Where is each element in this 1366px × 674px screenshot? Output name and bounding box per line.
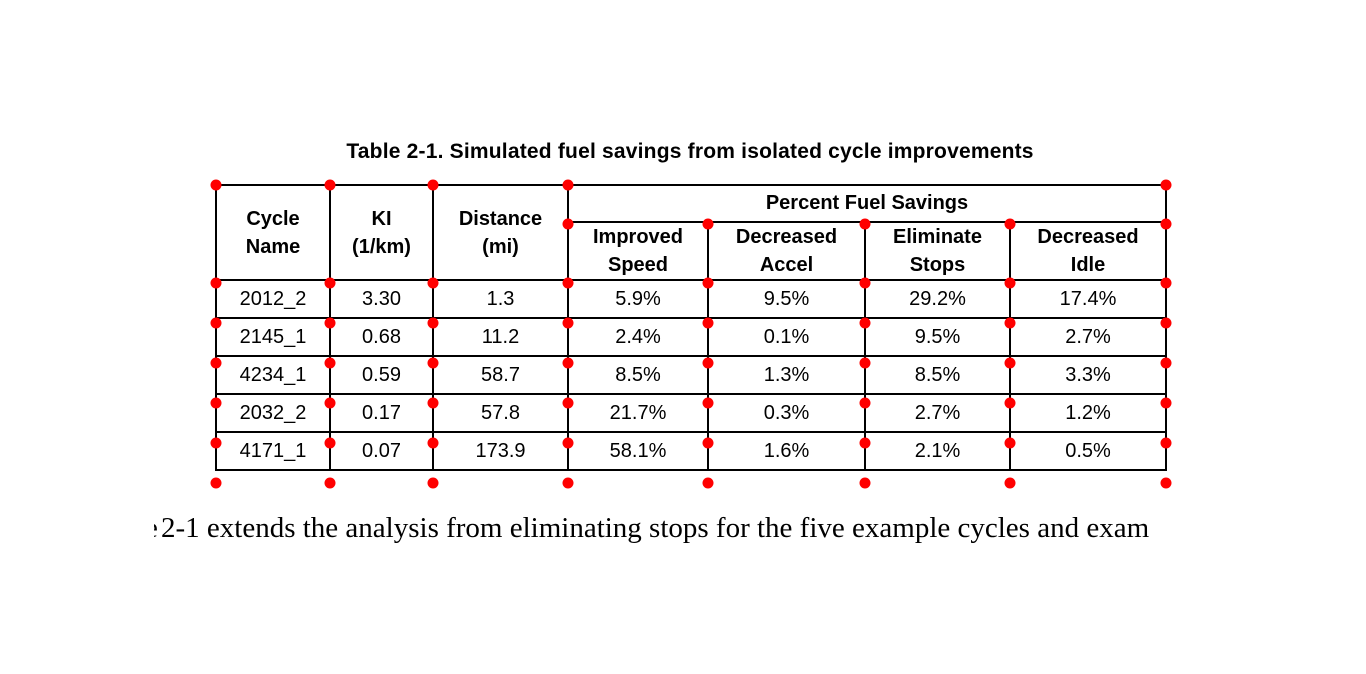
data-cell: 1.2%	[1009, 393, 1167, 433]
table-row: 4171_1 0.07 173.9 58.1% 1.6% 2.1% 0.5%	[215, 431, 1167, 471]
table-header-row-top: Cycle Name KI (1/km) Distance (mi) Perce…	[215, 184, 1167, 281]
data-cell: 5.9%	[567, 279, 709, 319]
table-corner-dot	[702, 477, 714, 489]
data-cell: 0.1%	[707, 317, 866, 357]
table-corner-dot	[210, 477, 222, 489]
data-cell: 2032_2	[215, 393, 331, 433]
data-cell: 2.4%	[567, 317, 709, 357]
data-cell: 58.1%	[567, 431, 709, 471]
table-row: 2032_2 0.17 57.8 21.7% 0.3% 2.7% 1.2%	[215, 393, 1167, 433]
header-cell-decreased-idle: Decreased Idle	[1009, 221, 1167, 281]
header-cell-distance: Distance (mi)	[432, 184, 569, 281]
data-cell: 2012_2	[215, 279, 331, 319]
fuel-savings-table: Cycle Name KI (1/km) Distance (mi) Perce…	[215, 184, 1167, 471]
data-cell: 9.5%	[707, 279, 866, 319]
header-cell-decreased-accel: Decreased Accel	[707, 221, 866, 281]
data-cell: 8.5%	[864, 355, 1011, 395]
data-cell: 2145_1	[215, 317, 331, 357]
table-row: 4234_1 0.59 58.7 8.5% 1.3% 8.5% 3.3%	[215, 355, 1167, 395]
body-text-content: 2-1 extends the analysis from eliminatin…	[161, 512, 1150, 544]
data-cell: 1.3%	[707, 355, 866, 395]
data-cell: 11.2	[432, 317, 569, 357]
table-corner-dot	[427, 477, 439, 489]
table-header-row-sub: Improved Speed Decreased Accel Eliminate…	[216, 221, 1167, 281]
data-cell: 8.5%	[567, 355, 709, 395]
data-cell: 2.7%	[864, 393, 1011, 433]
data-cell: 17.4%	[1009, 279, 1167, 319]
data-cell: 57.8	[432, 393, 569, 433]
data-cell: 9.5%	[864, 317, 1011, 357]
table-corner-dot	[324, 477, 336, 489]
body-text-line: e2-1 extends the analysis from eliminati…	[154, 512, 1150, 545]
clipped-char: e	[154, 512, 159, 545]
data-cell: 0.3%	[707, 393, 866, 433]
data-cell: 2.7%	[1009, 317, 1167, 357]
table-corner-dot	[1160, 477, 1172, 489]
data-cell: 3.30	[329, 279, 434, 319]
data-cell: 1.3	[432, 279, 569, 319]
table-row: 2012_2 3.30 1.3 5.9% 9.5% 29.2% 17.4%	[215, 279, 1167, 319]
table-corner-dot	[562, 477, 574, 489]
data-cell: 0.17	[329, 393, 434, 433]
data-cell: 0.07	[329, 431, 434, 471]
data-cell: 0.59	[329, 355, 434, 395]
table-row: 2145_1 0.68 11.2 2.4% 0.1% 9.5% 2.7%	[215, 317, 1167, 357]
data-cell: 2.1%	[864, 431, 1011, 471]
data-cell: 58.7	[432, 355, 569, 395]
header-cell-cycle-name: Cycle Name	[215, 184, 331, 281]
table-title: Table 2-1. Simulated fuel savings from i…	[346, 140, 1034, 163]
header-cell-ki: KI (1/km)	[329, 184, 434, 281]
data-cell: 4234_1	[215, 355, 331, 395]
data-cell: 3.3%	[1009, 355, 1167, 395]
data-cell: 4171_1	[215, 431, 331, 471]
table-corner-dot	[859, 477, 871, 489]
data-cell: 173.9	[432, 431, 569, 471]
data-cell: 21.7%	[567, 393, 709, 433]
header-cell-improved-speed: Improved Speed	[567, 221, 709, 281]
data-cell: 1.6%	[707, 431, 866, 471]
header-cell-percent-fuel-savings: Percent Fuel Savings	[567, 184, 1167, 223]
data-cell: 0.5%	[1009, 431, 1167, 471]
data-cell: 0.68	[329, 317, 434, 357]
header-cell-eliminate-stops: Eliminate Stops	[864, 221, 1011, 281]
data-cell: 29.2%	[864, 279, 1011, 319]
table-corner-dot	[1004, 477, 1016, 489]
